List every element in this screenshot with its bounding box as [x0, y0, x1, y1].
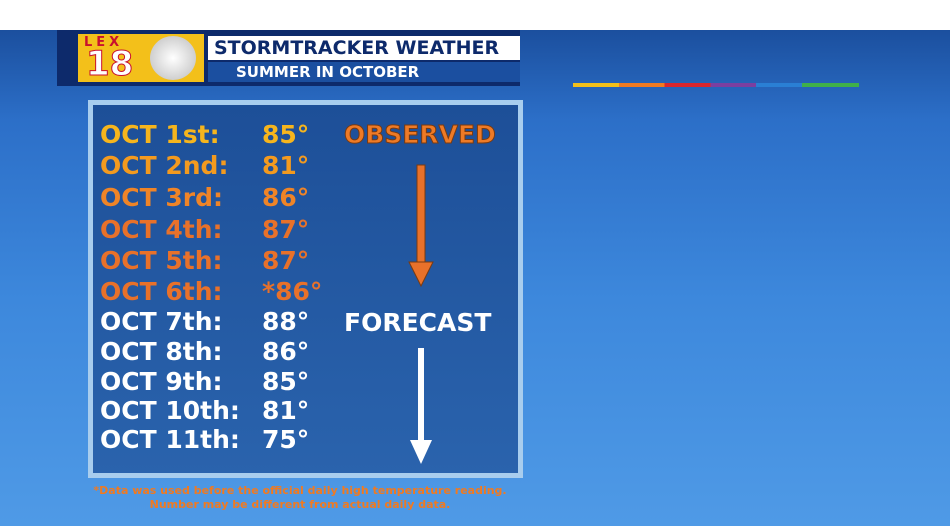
brand: STORMTRACKER WEATHER	[208, 36, 520, 60]
panel	[88, 100, 523, 478]
table-row: OCT 3rd: 86°	[100, 183, 309, 212]
channel: 18	[85, 44, 134, 85]
station-logo: LEX 18	[78, 34, 204, 85]
subtitle: SUMMER IN OCTOBER	[208, 62, 520, 82]
table-row: OCT 10th: 81°	[100, 396, 309, 425]
temperature: 81°	[262, 396, 310, 425]
temperature: 85°	[262, 367, 310, 396]
date: OCT 8th:	[100, 337, 223, 366]
table-row: OCT 11th: 75°	[100, 425, 309, 454]
table-row: OCT 9th: 85°	[100, 367, 309, 396]
table-row: OCT 5th: 87°	[100, 246, 309, 275]
table-row: OCT 6th: *86°	[100, 277, 322, 306]
color-stripe	[573, 83, 859, 87]
table-row: OCT 8th: 86°	[100, 337, 309, 366]
date: OCT 1st:	[100, 120, 220, 149]
temperature: 86°	[262, 337, 310, 366]
date: OCT 7th:	[100, 307, 223, 336]
table-row: OCT 1st: 85°	[100, 120, 309, 149]
temperature: 88°	[262, 307, 310, 336]
footnote: *Data was used before the official daily…	[93, 484, 507, 497]
date: OCT 5th:	[100, 246, 223, 275]
date: OCT 9th:	[100, 367, 223, 396]
date: OCT 10th:	[100, 396, 240, 425]
temperature: 87°	[262, 246, 310, 275]
table-row: OCT 7th: 88°	[100, 307, 309, 336]
forecast-arrow	[410, 348, 432, 464]
temperature: 87°	[262, 215, 310, 244]
temperature: 75°	[262, 425, 310, 454]
temperature: 81°	[262, 151, 310, 180]
observed-arrow	[408, 164, 434, 288]
temperature: 86°	[262, 183, 310, 212]
date: OCT 6th:	[100, 277, 223, 306]
date: OCT 4th:	[100, 215, 223, 244]
footnote: Number may be different from actual dail…	[149, 498, 451, 511]
temperature: 85°	[262, 120, 310, 149]
observed-label: OBSERVED	[344, 120, 497, 150]
date: OCT 2nd:	[100, 151, 229, 180]
forecast-label: FORECAST	[344, 308, 492, 337]
table-row: OCT 4th: 87°	[100, 215, 309, 244]
date: OCT 3rd:	[100, 183, 223, 212]
date: OCT 11th:	[100, 425, 240, 454]
doppler-icon	[150, 36, 196, 80]
station: LEX	[84, 35, 124, 50]
table-row: OCT 2nd: 81°	[100, 151, 309, 180]
temperature: *86°	[262, 277, 323, 306]
